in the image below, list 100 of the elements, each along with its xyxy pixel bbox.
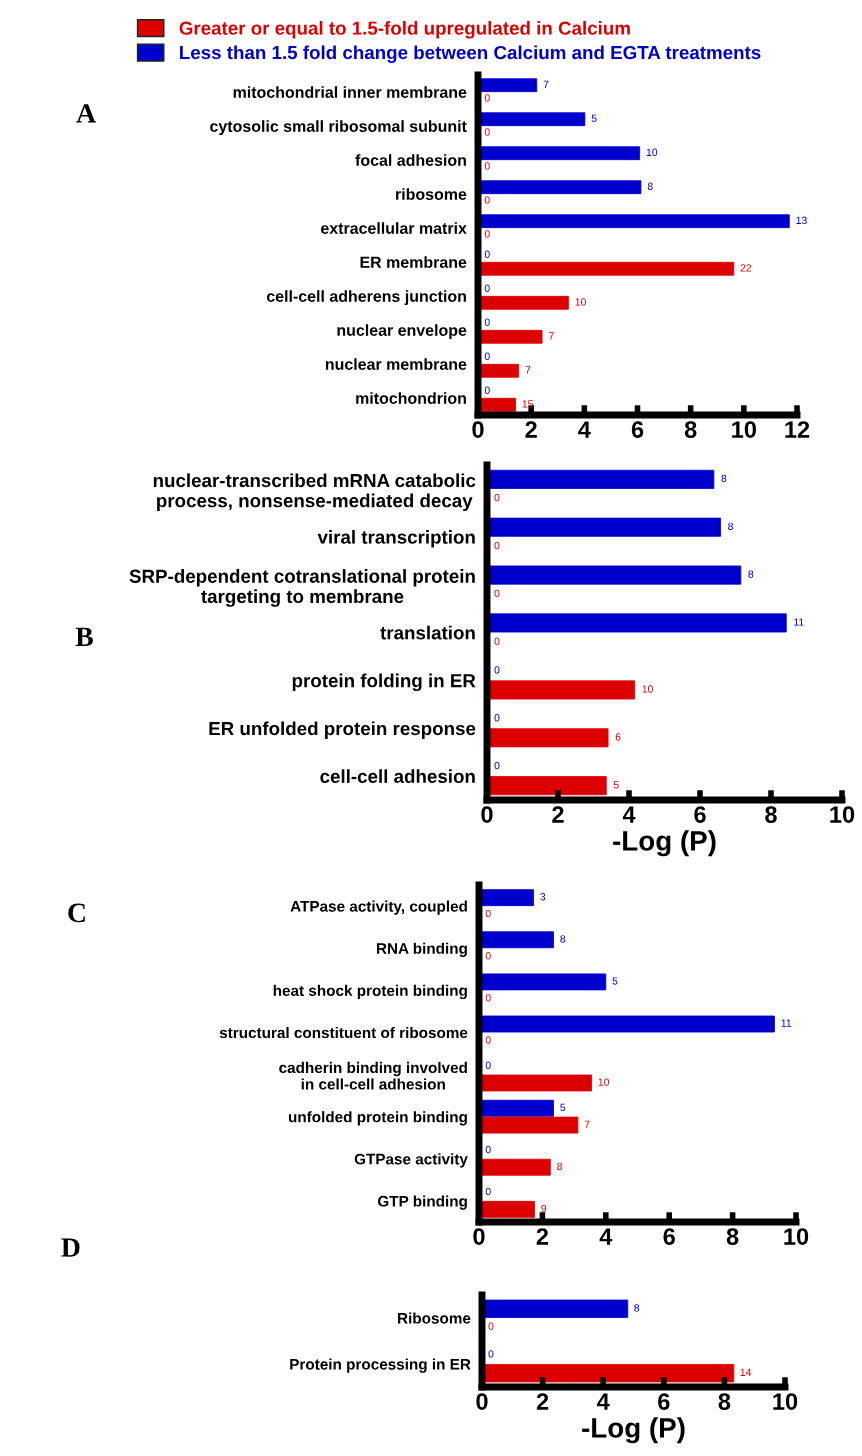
bar	[478, 112, 586, 127]
bar	[478, 397, 516, 412]
bar	[478, 180, 642, 195]
bar	[479, 1116, 579, 1134]
annotation: 8	[721, 474, 727, 483]
y-tick-label: ER unfolded protein response	[209, 721, 476, 739]
annotation: 10	[646, 148, 658, 156]
x-tick-label: 10	[830, 806, 855, 823]
annotation: 8	[560, 935, 566, 943]
x-tick-label: 8	[684, 421, 697, 438]
y-tick-label: Ribosome	[398, 1312, 471, 1324]
bar	[479, 1158, 551, 1176]
annotation: 0	[484, 250, 490, 258]
y-tick-label: ribosome	[396, 188, 467, 200]
y-tick-label: cadherin binding involved in cell-cell adhesion	[279, 1061, 467, 1090]
y-tick-label: nuclear membrane	[325, 358, 467, 370]
bar	[478, 261, 735, 276]
x-tick-label: 6	[663, 1228, 675, 1245]
annotation: 0	[485, 1145, 491, 1154]
bar	[487, 469, 715, 489]
annotation: 0	[494, 541, 500, 550]
bar	[478, 329, 543, 344]
annotation: 0	[494, 589, 500, 598]
annotation: 10	[598, 1078, 610, 1086]
annotation: 8	[634, 1304, 640, 1312]
bar	[487, 728, 609, 748]
annotation: 5	[560, 1103, 566, 1112]
x-tick-label: 8	[718, 1393, 731, 1410]
x-tick-label: 6	[631, 421, 644, 438]
y-tick-label: SRP-dependent cotranslational protein targeting to membrane	[129, 569, 475, 607]
annotation: 0	[484, 94, 490, 102]
x-tick-label: 2	[536, 1228, 549, 1245]
bar	[478, 295, 569, 310]
y-tick-label: unfolded protein binding	[288, 1111, 467, 1126]
x-tick-label: 10	[784, 1228, 809, 1245]
annotation: 10	[642, 685, 653, 693]
annotation: 5	[591, 114, 597, 122]
bar	[478, 214, 790, 229]
annotation: 0	[484, 196, 490, 204]
x-tick-label: 4	[578, 421, 591, 438]
annotation: 7	[525, 366, 531, 374]
x-tick-label: 0	[476, 1393, 488, 1410]
annotation: 10	[575, 298, 586, 306]
y-tick-label: extracellular matrix	[321, 222, 467, 234]
annotation: 0	[484, 352, 490, 360]
bar	[479, 1099, 554, 1117]
annotation: 0	[485, 1036, 491, 1044]
legend-label: Less than 1.5 fold change between Calcium and EGTA treatments	[180, 45, 761, 63]
text: D	[61, 1238, 80, 1257]
y-tick-label: GTPase activity	[354, 1153, 468, 1168]
annotation: 0	[485, 994, 491, 1002]
x-tick-label: 8	[765, 806, 777, 823]
x-tick-label: 2	[552, 806, 564, 823]
y-tick-label: viral transcription	[317, 529, 475, 548]
bar	[479, 973, 607, 991]
annotation: 0	[484, 318, 490, 326]
annotation: 0	[494, 714, 500, 722]
bar	[487, 517, 722, 537]
x-tick-label: 8	[726, 1228, 739, 1245]
bar	[479, 1015, 775, 1033]
annotation: 0	[488, 1350, 494, 1358]
x-tick-label: 0	[472, 421, 484, 438]
x-tick-label: 2	[525, 421, 537, 438]
x-tick-label: 6	[658, 1393, 670, 1410]
x-tick-label: 0	[481, 806, 493, 823]
annotation: 8	[557, 1162, 563, 1171]
annotation: 0	[494, 761, 500, 770]
x-tick-label: 4	[622, 806, 636, 823]
y-tick-label: GTP binding	[377, 1195, 467, 1210]
annotation: 8	[728, 522, 734, 531]
annotation: 3	[540, 893, 546, 901]
annotation: 0	[484, 284, 490, 292]
annotation: 0	[488, 1322, 494, 1330]
annotation: 0	[494, 637, 500, 645]
y-tick-label: ER membrane	[360, 256, 467, 268]
bar	[487, 613, 787, 633]
x-tick-label: 6	[694, 806, 706, 823]
y-tick-label: cell-cell adherens junction	[266, 290, 466, 306]
legend-label: Greater or equal to 1.5-fold upregulated in Calcium	[179, 21, 630, 39]
annotation: 11	[781, 1019, 792, 1027]
x-axis-title: -Log (P)	[582, 1417, 685, 1444]
bar	[478, 78, 538, 93]
annotation: 0	[484, 128, 490, 136]
y-tick-label: focal adhesion	[355, 154, 466, 166]
annotation: 0	[494, 493, 500, 502]
y-tick-label: nuclear envelope	[337, 324, 467, 340]
x-tick-label: 2	[536, 1393, 549, 1410]
annotation: 0	[485, 1187, 491, 1196]
annotation: 7	[548, 332, 554, 340]
bar	[479, 931, 554, 949]
annotation: 13	[796, 216, 807, 224]
y-tick-label: translation	[380, 625, 475, 640]
x-tick-label: 10	[773, 1393, 798, 1410]
annotation: 7	[584, 1120, 590, 1128]
y-tick-label: ATPase activity, coupled	[290, 900, 467, 915]
y-tick-label: Protein processing in ER	[290, 1358, 471, 1373]
x-tick-label: 4	[599, 1228, 613, 1245]
bar	[487, 776, 607, 796]
y-tick-label: protein folding in ER	[292, 673, 476, 692]
y-tick-label: heat shock protein binding	[273, 984, 467, 1000]
